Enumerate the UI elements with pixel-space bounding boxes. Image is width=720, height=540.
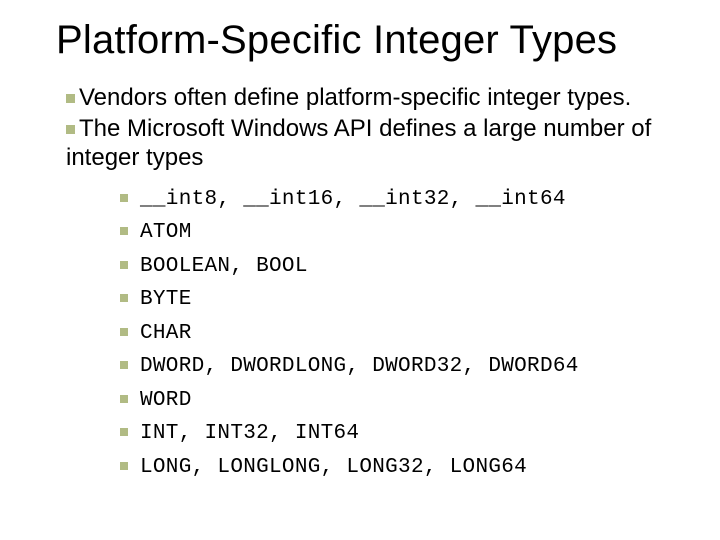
- sub-bullet-item: ATOM: [120, 216, 680, 250]
- square-bullet-icon: [120, 261, 128, 269]
- sub-bullet-item: WORD: [120, 384, 680, 418]
- sub-bullet-item: LONG, LONGLONG, LONG32, LONG64: [120, 451, 680, 485]
- square-bullet-icon: [120, 395, 128, 403]
- sub-bullet-item: INT, INT32, INT64: [120, 417, 680, 451]
- sub-bullet-item: BYTE: [120, 283, 680, 317]
- sub-bullet-list: __int8, __int16, __int32, __int64 ATOM B…: [120, 183, 680, 485]
- square-bullet-icon: [120, 462, 128, 470]
- sub-bullet-text: WORD: [140, 389, 192, 412]
- square-bullet-icon: [120, 428, 128, 436]
- sub-bullet-text: DWORD, DWORDLONG, DWORD32, DWORD64: [140, 355, 579, 378]
- square-bullet-icon: [120, 194, 128, 202]
- sub-bullet-text: CHAR: [140, 322, 192, 345]
- sub-bullet-text: ATOM: [140, 221, 192, 244]
- sub-bullet-text: __int8, __int16, __int32, __int64: [140, 188, 566, 211]
- square-bullet-icon: [120, 294, 128, 302]
- main-bullet-item: Vendors often define platform-specific i…: [66, 83, 680, 112]
- square-bullet-icon: [66, 125, 75, 134]
- main-bullet-text: Vendors often define platform-specific i…: [79, 84, 631, 111]
- main-bullet-text: The Microsoft Windows API defines a larg…: [66, 115, 651, 171]
- square-bullet-icon: [66, 94, 75, 103]
- sub-bullet-item: BOOLEAN, BOOL: [120, 250, 680, 284]
- sub-bullet-text: BOOLEAN, BOOL: [140, 255, 308, 278]
- square-bullet-icon: [120, 361, 128, 369]
- sub-bullet-item: DWORD, DWORDLONG, DWORD32, DWORD64: [120, 350, 680, 384]
- sub-bullet-text: BYTE: [140, 288, 192, 311]
- square-bullet-icon: [120, 227, 128, 235]
- sub-bullet-text: INT, INT32, INT64: [140, 422, 359, 445]
- square-bullet-icon: [120, 328, 128, 336]
- sub-bullet-text: LONG, LONGLONG, LONG32, LONG64: [140, 456, 527, 479]
- slide-title: Platform-Specific Integer Types: [56, 18, 680, 63]
- slide: Platform-Specific Integer Types Vendors …: [0, 0, 720, 540]
- sub-bullet-item: CHAR: [120, 317, 680, 351]
- main-bullet-item: The Microsoft Windows API defines a larg…: [66, 114, 680, 173]
- main-bullet-list: Vendors often define platform-specific i…: [66, 83, 680, 173]
- sub-bullet-item: __int8, __int16, __int32, __int64: [120, 183, 680, 217]
